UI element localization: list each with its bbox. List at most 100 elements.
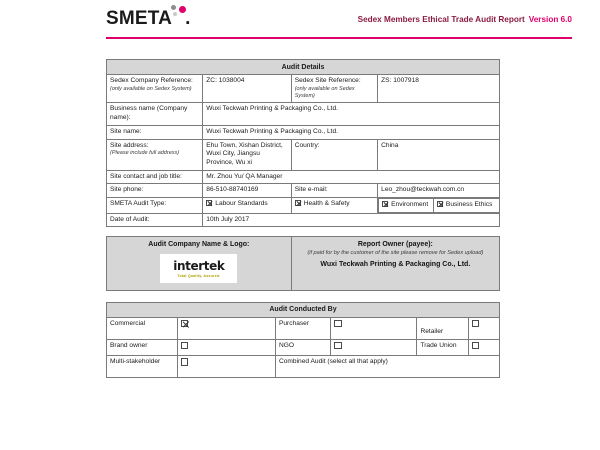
checkbox-commercial-icon[interactable]	[180, 319, 189, 328]
header-divider	[106, 37, 572, 39]
label-text: Site address:	[110, 141, 149, 149]
option-label: Business Ethics	[445, 201, 493, 209]
audit-type-option-environment[interactable]: Environment	[378, 198, 434, 213]
smeta-logo-period: .	[185, 8, 191, 29]
smeta-logo-text: SMETA	[106, 8, 173, 29]
conducted-by-label-multi-stakeholder: Multi-stakeholder	[106, 355, 178, 378]
report-owner-cell: Report Owner (payee): (if paid for by th…	[290, 236, 501, 291]
smeta-audit-type-label: SMETA Audit Type:	[105, 197, 204, 214]
checkbox-purchaser-icon[interactable]	[334, 319, 342, 328]
table-row: Date of Audit: 10th July 2017	[105, 212, 500, 228]
conducted-by-label-brand-owner: Brand owner	[106, 338, 178, 357]
conducted-by-label-purchaser: Purchaser	[274, 316, 332, 340]
company-logo-block: Audit Company Name & Logo: intertek Tota…	[106, 236, 501, 291]
date-of-audit-label: Date of Audit:	[105, 212, 204, 228]
table-row: Audit Details	[106, 58, 500, 76]
site-email-value[interactable]: Leo_zhou@teckwah.com.cn	[377, 183, 500, 199]
audit-type-option-labour-standards[interactable]: Labour Standards	[202, 197, 292, 214]
label-note: (only available on Sedex System)	[294, 85, 355, 100]
smeta-logo: SMETA .	[106, 5, 191, 29]
site-name-value[interactable]: Wuxi Teckwah Printing & Packaging Co., L…	[202, 124, 500, 140]
sedex-site-reference-label: Sedex Site Reference: (only available on…	[290, 74, 379, 104]
smeta-logo-dots-icon	[170, 5, 187, 21]
checkbox-multi-stakeholder-icon[interactable]	[180, 358, 189, 366]
table-row: Site contact and job title: Mr. Zhou Yu/…	[105, 169, 500, 185]
intertek-logo: intertek Total Quality. Assured.	[160, 254, 238, 283]
conducted-by-checkbox-commercial-cell[interactable]	[176, 316, 276, 340]
conducted-by-checkbox-ngo-cell[interactable]	[329, 338, 418, 357]
sedex-company-reference-label: Sedex Company Reference: (only available…	[105, 74, 204, 104]
site-contact-value[interactable]: Mr. Zhou Yu/ QA Manager	[202, 169, 500, 185]
checkbox-retailer-icon[interactable]	[471, 319, 480, 328]
table-row: Business name (Company name): Wuxi Teckw…	[105, 102, 500, 126]
checkbox-trade-union-icon[interactable]	[471, 341, 480, 350]
conducted-by-checkbox-brand-owner-cell[interactable]	[176, 338, 276, 357]
label-text: Sedex Site Reference:	[294, 77, 361, 85]
site-name-label: Site name:	[105, 124, 204, 140]
audit-details-table: Audit Details Sedex Company Reference: (…	[105, 58, 500, 228]
site-phone-label: Site phone:	[105, 183, 204, 199]
table-row: Site name: Wuxi Teckwah Printing & Packa…	[105, 124, 500, 140]
option-label: Health & Safety	[303, 200, 350, 208]
site-phone-value[interactable]: 86-510-88740169	[202, 183, 292, 199]
conducted-by-checkbox-retailer-cell[interactable]	[467, 316, 501, 340]
conducted-by-label-ngo: NGO	[274, 338, 332, 357]
intertek-logo-tagline: Total Quality. Assured.	[177, 273, 221, 278]
checkbox-labour-standards-icon[interactable]	[206, 200, 213, 207]
conducted-by-checkbox-purchaser-cell[interactable]	[329, 316, 418, 340]
checkbox-health-safety-icon[interactable]	[294, 200, 301, 207]
table-row: Site phone: 86-510-88740169 Site e-mail:…	[105, 183, 500, 199]
audit-conducted-by-section-header: Audit Conducted By	[106, 301, 500, 318]
label-note: (only available on Sedex System)	[110, 85, 192, 92]
label-text: Sedex Company Reference:	[110, 77, 193, 85]
report-owner-note: (if paid for by the customer of the site…	[307, 250, 484, 257]
document-body: Audit Details Sedex Company Reference: (…	[0, 46, 600, 378]
sedex-company-reference-value[interactable]: ZC: 1038004	[202, 74, 292, 104]
table-row: Multi-stakeholder Combined Audit (select…	[106, 355, 501, 378]
conducted-by-label-trade-union: Trade Union	[416, 338, 469, 357]
report-title-text: Sedex Members Ethical Trade Audit Report	[357, 15, 525, 24]
report-title: Sedex Members Ethical Trade Audit Report…	[358, 15, 572, 24]
conducted-by-checkbox-multi-stakeholder-cell[interactable]	[176, 355, 276, 378]
date-of-audit-value[interactable]: 10th July 2017	[202, 212, 500, 228]
table-row: Commercial Purchaser Retailer	[106, 316, 501, 340]
conducted-by-label-commercial: Commercial	[106, 316, 178, 340]
report-owner-title: Report Owner (payee):	[357, 241, 433, 249]
combined-audit-label: Combined Audit (select all that apply)	[274, 355, 501, 378]
page-header: SMETA . Sedex Members Ethical Trade Audi…	[0, 0, 600, 46]
audit-type-options-right[interactable]: Environment Business Ethics	[377, 197, 500, 214]
site-contact-label: Site contact and job title:	[105, 169, 204, 185]
report-owner-value[interactable]: Wuxi Teckwah Printing & Packaging Co., L…	[320, 261, 471, 269]
table-row: Audit Conducted By	[106, 301, 500, 318]
checkbox-business-ethics-icon[interactable]	[436, 201, 443, 208]
intertek-logo-word: intertek	[173, 259, 225, 274]
checkbox-environment-icon[interactable]	[382, 201, 389, 208]
conducted-by-label-retailer: Retailer	[416, 316, 469, 340]
label-note: (Please include full address)	[110, 150, 180, 157]
audit-company-cell: Audit Company Name & Logo: intertek Tota…	[106, 236, 292, 291]
audit-company-title: Audit Company Name & Logo:	[148, 241, 250, 249]
business-name-value[interactable]: Wuxi Teckwah Printing & Packaging Co., L…	[202, 102, 500, 126]
checkbox-brand-owner-icon[interactable]	[180, 341, 189, 350]
audit-conducted-by-section: Audit Conducted By Commercial Purchaser …	[106, 301, 501, 378]
site-address-value[interactable]: Ehu Town, Xishan District, Wuxi City, Ji…	[202, 138, 292, 171]
table-row: SMETA Audit Type: Labour Standards Healt…	[105, 197, 500, 214]
site-email-label: Site e-mail:	[290, 183, 379, 199]
audit-details-section-header: Audit Details	[106, 58, 500, 76]
country-value[interactable]: China	[377, 138, 500, 171]
report-version: Version 6.0	[528, 15, 572, 24]
site-address-label: Site address: (Please include full addre…	[105, 138, 204, 171]
audit-type-option-health-safety[interactable]: Health & Safety	[290, 197, 379, 214]
table-row: Brand owner NGO Trade Union	[106, 338, 501, 357]
checkbox-ngo-icon[interactable]	[334, 341, 342, 350]
table-row: Audit Company Name & Logo: intertek Tota…	[106, 236, 501, 291]
sedex-site-reference-value[interactable]: ZS: 1007918	[377, 74, 500, 104]
audit-type-option-business-ethics[interactable]: Business Ethics	[432, 198, 500, 213]
country-label: Country:	[290, 138, 379, 171]
conducted-by-checkbox-trade-union-cell[interactable]	[467, 338, 501, 357]
option-label: Labour Standards	[215, 200, 268, 208]
table-row: Sedex Company Reference: (only available…	[105, 74, 500, 104]
audit-conducted-by-table: Audit Conducted By Commercial Purchaser …	[106, 301, 501, 378]
table-row: Site address: (Please include full addre…	[105, 138, 500, 171]
business-name-label: Business name (Company name):	[105, 102, 204, 126]
